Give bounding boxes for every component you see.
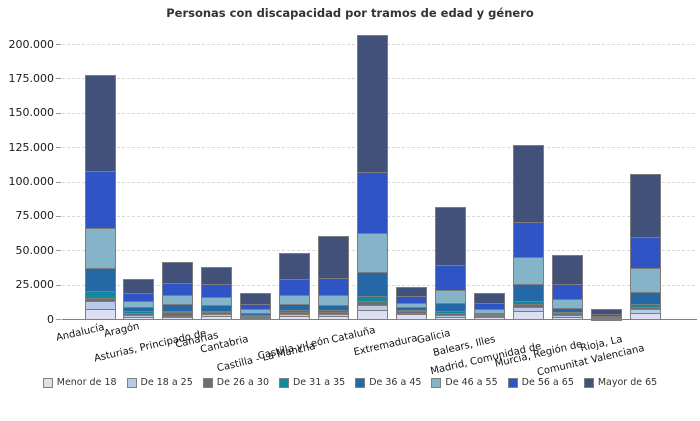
bar-segment[interactable] — [318, 278, 349, 296]
bar-segment[interactable] — [552, 284, 583, 300]
y-axis-tick — [56, 78, 61, 80]
bar-segment[interactable] — [630, 174, 661, 238]
bar-segment[interactable] — [396, 287, 427, 297]
bar-segment[interactable] — [123, 279, 154, 294]
bar-segment[interactable] — [85, 268, 116, 292]
y-axis-tick-label: 125.000 — [8, 140, 55, 154]
bar-segment[interactable] — [279, 304, 310, 311]
legend-item[interactable]: De 31 a 35 — [278, 377, 346, 388]
y-axis-tick-label: 200.000 — [8, 37, 55, 51]
legend-item[interactable]: De 18 a 25 — [126, 377, 193, 388]
bar-segment[interactable] — [513, 145, 544, 223]
bar-segment[interactable] — [85, 171, 116, 229]
bar-segment[interactable] — [435, 207, 466, 266]
legend-swatch-icon — [126, 377, 137, 388]
bar-segment[interactable] — [201, 267, 232, 285]
bar-segment[interactable] — [85, 228, 116, 269]
y-axis-tick-label: 150.000 — [8, 106, 55, 120]
bar-segment[interactable] — [396, 296, 427, 304]
legend-swatch-icon — [202, 377, 213, 388]
bar-segment[interactable] — [85, 301, 116, 310]
legend-swatch-icon — [583, 377, 594, 388]
bar-segment[interactable] — [474, 293, 505, 304]
y-axis-tick — [56, 319, 61, 320]
bar-segment[interactable] — [630, 237, 661, 269]
legend-label: De 36 a 45 — [369, 377, 422, 388]
bar-segment[interactable] — [435, 303, 466, 312]
legend-label: De 26 a 30 — [216, 377, 269, 388]
y-axis-tick-label: 75.000 — [15, 209, 55, 223]
bar-segment[interactable] — [630, 268, 661, 293]
bar-segment[interactable] — [201, 284, 232, 298]
bar-segment[interactable] — [279, 253, 310, 280]
bar-segment[interactable] — [513, 222, 544, 258]
bar-segment[interactable] — [513, 257, 544, 285]
bar-segment[interactable] — [279, 295, 310, 305]
legend-swatch-icon — [507, 377, 518, 388]
bar-segment[interactable] — [318, 236, 349, 279]
y-axis-tick — [56, 112, 61, 114]
bar-segment[interactable] — [162, 304, 193, 312]
legend-item[interactable]: De 36 a 45 — [355, 377, 421, 388]
bar-segment[interactable] — [552, 255, 583, 285]
bar-segment[interactable] — [318, 295, 349, 306]
legend-label: Menor de 18 — [56, 377, 117, 388]
bar-segment[interactable] — [357, 172, 388, 234]
bar-segment[interactable] — [85, 75, 116, 172]
bar-segment[interactable] — [162, 295, 193, 305]
legend-swatch-icon — [42, 377, 53, 388]
legend-item[interactable]: De 46 a 55 — [431, 377, 498, 388]
bar-segment[interactable] — [123, 293, 154, 302]
x-axis-line — [62, 319, 697, 320]
legend-swatch-icon — [431, 377, 442, 388]
bar-segment[interactable] — [357, 272, 388, 297]
bar-segment[interactable] — [201, 305, 232, 312]
legend-label: De 18 a 25 — [140, 377, 193, 388]
bar-segment[interactable] — [201, 297, 232, 306]
legend-item[interactable]: Menor de 18 — [42, 377, 117, 388]
bar-segment[interactable] — [123, 301, 154, 308]
y-axis-tick-label: 100.000 — [8, 175, 55, 188]
bar-segment[interactable] — [435, 265, 466, 291]
legend-item[interactable]: De 26 a 30 — [202, 377, 269, 388]
bar-segment[interactable] — [435, 290, 466, 304]
bar-segment[interactable] — [591, 309, 622, 315]
bar-segment[interactable] — [279, 279, 310, 296]
legend-label: De 56 a 65 — [521, 377, 574, 388]
bar-segment[interactable] — [552, 299, 583, 309]
bar-segment[interactable] — [357, 233, 388, 273]
bar-segment[interactable] — [240, 293, 271, 305]
y-axis-tick-label: 0 — [47, 312, 54, 326]
y-axis-tick — [56, 181, 61, 183]
y-axis-tick — [56, 284, 61, 286]
legend-label: Mayor de 65 — [597, 377, 658, 388]
bar-segment[interactable] — [513, 284, 544, 302]
y-axis-tick-label: 50.000 — [15, 243, 55, 257]
y-axis-tick-label: 25.000 — [15, 278, 55, 292]
bar-segment[interactable] — [85, 291, 116, 299]
y-axis-tick — [56, 250, 61, 252]
legend-item[interactable]: Mayor de 65 — [583, 377, 658, 388]
bar-segment[interactable] — [357, 35, 388, 173]
legend-label: De 46 a 55 — [445, 377, 498, 388]
legend-swatch-icon — [355, 377, 366, 388]
legend-swatch-icon — [278, 377, 289, 388]
y-axis-tick — [56, 147, 61, 149]
y-axis-tick — [56, 44, 61, 45]
legend: Menor de 18 De 18 a 25 De 26 a 30 De 31 a 3… — [0, 377, 700, 388]
y-axis-tick-label: 175.000 — [8, 71, 55, 85]
chart-title: Personas con discapacidad por tramos de … — [166, 6, 534, 20]
bar-segment[interactable] — [474, 303, 505, 310]
bar-segment[interactable] — [162, 283, 193, 296]
legend-label: De 31 a 35 — [292, 377, 346, 388]
legend-item[interactable]: De 56 a 65 — [507, 377, 574, 388]
y-axis-tick — [56, 215, 61, 217]
bar-segment[interactable] — [630, 292, 661, 305]
bar-segment[interactable] — [162, 262, 193, 284]
